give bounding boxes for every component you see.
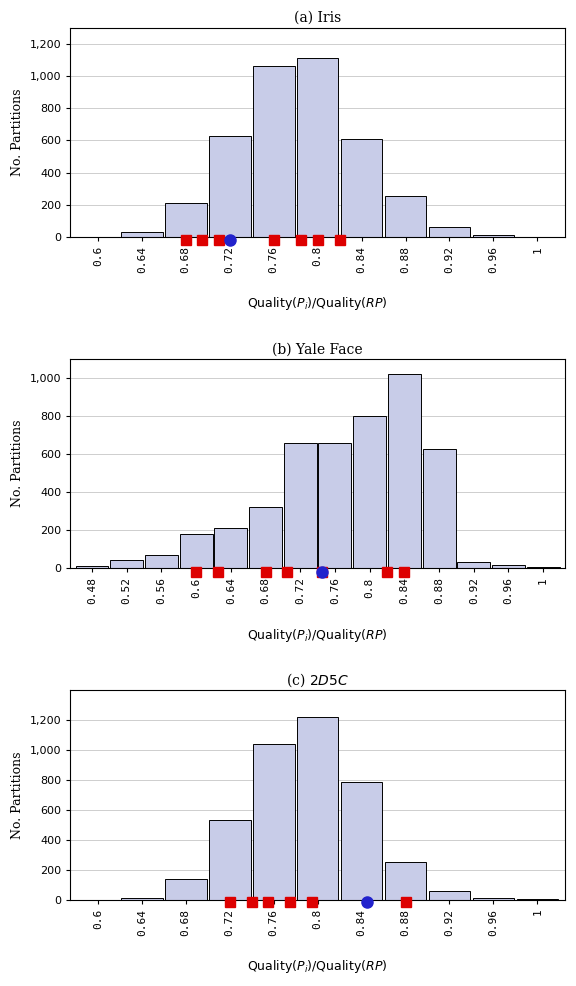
- Bar: [429, 227, 471, 237]
- Title: (a) Iris: (a) Iris: [294, 11, 341, 25]
- Y-axis label: No. Partitions: No. Partitions: [11, 89, 24, 176]
- Bar: [385, 862, 426, 899]
- Bar: [165, 880, 207, 899]
- Title: (c) $\mathit{2D5C}$: (c) $\mathit{2D5C}$: [286, 671, 349, 689]
- Bar: [209, 820, 251, 899]
- Bar: [145, 555, 178, 568]
- Y-axis label: No. Partitions: No. Partitions: [12, 420, 24, 508]
- Bar: [340, 139, 382, 237]
- Bar: [472, 898, 514, 899]
- Bar: [165, 203, 207, 237]
- Bar: [253, 66, 294, 237]
- Bar: [180, 534, 213, 568]
- Bar: [209, 136, 251, 237]
- Bar: [423, 450, 456, 568]
- Bar: [253, 744, 294, 899]
- Bar: [110, 560, 143, 568]
- X-axis label: $\mathrm{Quality}(P_i)/\mathrm{Quality}(RP)$: $\mathrm{Quality}(P_i)/\mathrm{Quality}(…: [247, 295, 388, 313]
- Bar: [121, 898, 162, 899]
- Bar: [297, 58, 339, 237]
- Bar: [340, 782, 382, 899]
- Bar: [297, 717, 339, 899]
- Bar: [121, 233, 162, 237]
- Bar: [249, 508, 282, 568]
- Y-axis label: No. Partitions: No. Partitions: [11, 751, 24, 839]
- Bar: [353, 416, 386, 568]
- Bar: [319, 443, 351, 568]
- X-axis label: $\mathrm{Quality}(P_i)/\mathrm{Quality}(RP)$: $\mathrm{Quality}(P_i)/\mathrm{Quality}(…: [247, 957, 388, 975]
- X-axis label: $\mathrm{Quality}(P_i)/\mathrm{Quality}(RP)$: $\mathrm{Quality}(P_i)/\mathrm{Quality}(…: [247, 626, 388, 644]
- Bar: [388, 375, 421, 568]
- Bar: [75, 566, 108, 568]
- Bar: [429, 891, 471, 899]
- Bar: [457, 562, 490, 568]
- Bar: [472, 235, 514, 237]
- Bar: [385, 196, 426, 237]
- Title: (b) Yale Face: (b) Yale Face: [272, 342, 363, 356]
- Bar: [214, 528, 247, 568]
- Bar: [492, 566, 525, 568]
- Bar: [284, 443, 317, 568]
